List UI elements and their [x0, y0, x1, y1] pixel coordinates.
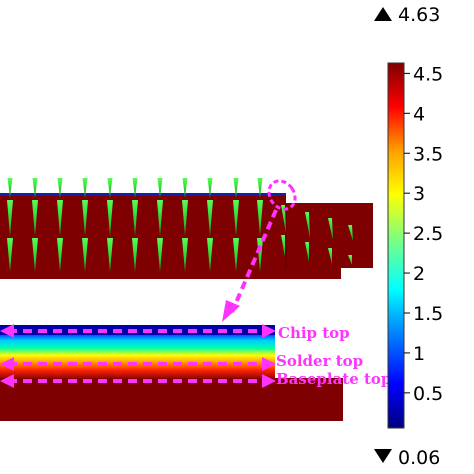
flux-arrow	[257, 178, 263, 198]
flux-arrow	[107, 200, 113, 236]
flux-arrow	[7, 178, 13, 198]
flux-arrow	[305, 212, 310, 238]
flux-arrow	[348, 225, 353, 241]
chip-block	[0, 196, 286, 204]
colorbar-min-label: 0.06	[398, 447, 440, 469]
solder-top-label: Solder top	[276, 352, 363, 370]
flux-arrow	[281, 235, 285, 257]
flux-arrow	[32, 238, 38, 272]
flux-arrow	[107, 238, 113, 272]
chip-top-layer	[0, 193, 286, 196]
zoom-arrow	[230, 209, 278, 313]
flux-arrow	[107, 178, 113, 198]
colorbar-tick-label: 1	[413, 343, 425, 365]
flux-arrow	[57, 178, 63, 198]
flux-arrow	[233, 200, 239, 236]
flux-arrow	[207, 200, 213, 236]
flux-arrow	[328, 218, 333, 240]
flux-arrow	[82, 178, 88, 198]
baseplate-top-label: Baseplate top	[276, 370, 391, 388]
max-triangle-icon	[374, 7, 392, 21]
flux-arrow	[82, 200, 88, 236]
colorbar-tick-label: 1.5	[413, 303, 443, 325]
colorbar-tick-label: 3	[413, 183, 425, 205]
colorbar-tick-label: 3.5	[413, 143, 443, 165]
baseplate-lower-step	[0, 266, 341, 279]
flux-arrow	[82, 238, 88, 272]
solder-top-marker	[0, 357, 276, 371]
flux-arrow	[281, 205, 286, 233]
flux-arrow	[233, 238, 239, 272]
flux-arrow	[207, 238, 213, 272]
flux-arrow	[57, 238, 63, 272]
flux-arrow	[132, 200, 138, 236]
flux-arrow	[182, 238, 188, 272]
flux-arrow	[305, 242, 309, 262]
flux-arrow	[157, 178, 163, 198]
flux-arrow	[157, 238, 163, 272]
chip-top-label: Chip top	[278, 324, 350, 342]
flux-arrow	[157, 200, 163, 236]
chip-top-band	[0, 325, 275, 335]
colorbar-tick-label: 4.5	[413, 63, 443, 85]
zoomed-detail	[0, 325, 343, 421]
colorbar-max-label: 4.63	[398, 4, 440, 26]
flux-arrow	[7, 238, 13, 272]
colorbar-gradient	[387, 62, 405, 429]
colorbar: 4.5 4 3.5 3 2.5 2 1.5 1 0.5 4.63 0.06	[374, 4, 443, 469]
flux-arrow	[32, 178, 38, 198]
flux-arrow	[182, 200, 188, 236]
baseplate-detail	[0, 378, 343, 421]
flux-arrow	[57, 200, 63, 236]
colorbar-tick-label: 2.5	[413, 223, 443, 245]
flux-arrow	[32, 200, 38, 236]
zoom-ellipse	[267, 179, 297, 211]
baseplate-top-marker	[0, 374, 276, 388]
flux-arrow	[233, 178, 239, 198]
flux-arrow	[257, 200, 263, 236]
flux-arrow	[132, 178, 138, 198]
flux-arrow	[7, 200, 13, 236]
zoom-arrowhead	[222, 300, 240, 322]
flux-arrow	[348, 255, 352, 265]
colorbar-ticks: 4.5 4 3.5 3 2.5 2 1.5 1 0.5	[404, 63, 443, 405]
chip-top-marker	[0, 324, 276, 338]
annotation-lines	[0, 324, 276, 388]
flux-arrow	[182, 178, 188, 198]
flux-arrow	[328, 248, 332, 264]
flux-arrow	[207, 178, 213, 198]
colorbar-tick-label: 4	[413, 103, 425, 125]
flux-arrow	[132, 238, 138, 272]
zoom-indicator	[222, 179, 297, 322]
min-triangle-icon	[374, 449, 392, 463]
colorbar-tick-label: 2	[413, 263, 425, 285]
colorbar-tick-label: 0.5	[413, 383, 443, 405]
